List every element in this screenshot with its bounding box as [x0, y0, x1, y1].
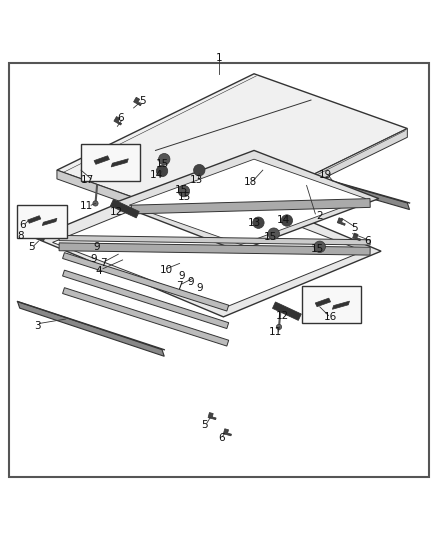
Bar	[302, 286, 361, 324]
Text: 15: 15	[311, 244, 324, 254]
Text: 13: 13	[190, 175, 203, 185]
Polygon shape	[337, 218, 345, 225]
Circle shape	[178, 185, 190, 197]
Text: 15: 15	[175, 185, 188, 195]
Text: 9: 9	[91, 254, 98, 264]
Circle shape	[276, 324, 282, 329]
Polygon shape	[42, 219, 57, 225]
Polygon shape	[263, 161, 410, 209]
Circle shape	[253, 217, 264, 229]
Polygon shape	[63, 288, 229, 346]
Polygon shape	[59, 243, 370, 255]
Polygon shape	[57, 170, 210, 233]
Text: 4: 4	[95, 266, 102, 276]
Text: 6: 6	[218, 433, 225, 443]
Text: 9: 9	[93, 242, 100, 252]
Text: 6: 6	[364, 236, 371, 246]
Circle shape	[93, 201, 98, 206]
Text: 7: 7	[99, 258, 106, 268]
Circle shape	[159, 154, 170, 165]
Text: 14: 14	[277, 215, 290, 225]
Text: 12: 12	[276, 311, 289, 320]
Polygon shape	[131, 199, 370, 214]
Polygon shape	[63, 270, 229, 328]
Text: 14: 14	[150, 171, 163, 180]
Polygon shape	[94, 156, 110, 164]
Bar	[17, 205, 67, 238]
Text: 1: 1	[215, 53, 223, 63]
Polygon shape	[114, 150, 379, 251]
Text: 15: 15	[156, 159, 170, 169]
Text: 19: 19	[318, 169, 332, 180]
Polygon shape	[25, 215, 33, 222]
Polygon shape	[315, 298, 331, 306]
Polygon shape	[35, 172, 381, 317]
Polygon shape	[129, 159, 366, 245]
Text: 13: 13	[248, 217, 261, 228]
Polygon shape	[210, 128, 407, 233]
Polygon shape	[134, 97, 141, 106]
Polygon shape	[59, 236, 370, 245]
Text: 16: 16	[324, 312, 337, 322]
Polygon shape	[53, 185, 364, 308]
Polygon shape	[223, 429, 231, 436]
Text: 3: 3	[34, 321, 41, 330]
Polygon shape	[18, 302, 164, 356]
Circle shape	[156, 165, 168, 177]
Text: 9: 9	[178, 271, 185, 281]
Polygon shape	[111, 159, 128, 167]
Circle shape	[281, 215, 293, 226]
Circle shape	[268, 228, 279, 239]
Text: 10: 10	[160, 265, 173, 275]
Polygon shape	[353, 233, 360, 241]
Polygon shape	[114, 117, 122, 125]
Text: 9: 9	[187, 277, 194, 287]
Text: 6: 6	[117, 114, 124, 124]
Text: 5: 5	[351, 223, 358, 233]
Polygon shape	[332, 301, 350, 309]
Polygon shape	[28, 216, 41, 223]
Polygon shape	[110, 199, 139, 218]
Polygon shape	[272, 302, 301, 320]
Text: 11: 11	[80, 201, 93, 211]
Bar	[81, 144, 140, 181]
Circle shape	[314, 241, 325, 253]
Text: 8: 8	[18, 231, 25, 241]
Text: 17: 17	[81, 175, 94, 185]
Text: 2: 2	[316, 211, 323, 221]
Text: 5: 5	[139, 96, 146, 106]
Polygon shape	[208, 413, 216, 419]
Polygon shape	[63, 253, 229, 311]
Text: 5: 5	[28, 242, 35, 252]
Text: 7: 7	[176, 281, 183, 291]
Text: 15: 15	[264, 232, 277, 242]
Text: 6: 6	[19, 220, 26, 230]
Text: 12: 12	[110, 207, 123, 217]
Text: 15: 15	[177, 192, 191, 203]
Text: 9: 9	[196, 282, 203, 293]
Text: 11: 11	[268, 327, 282, 337]
Text: 5: 5	[201, 420, 208, 430]
Text: 18: 18	[244, 177, 257, 188]
Circle shape	[194, 165, 205, 176]
Polygon shape	[57, 74, 407, 225]
Polygon shape	[36, 233, 44, 241]
